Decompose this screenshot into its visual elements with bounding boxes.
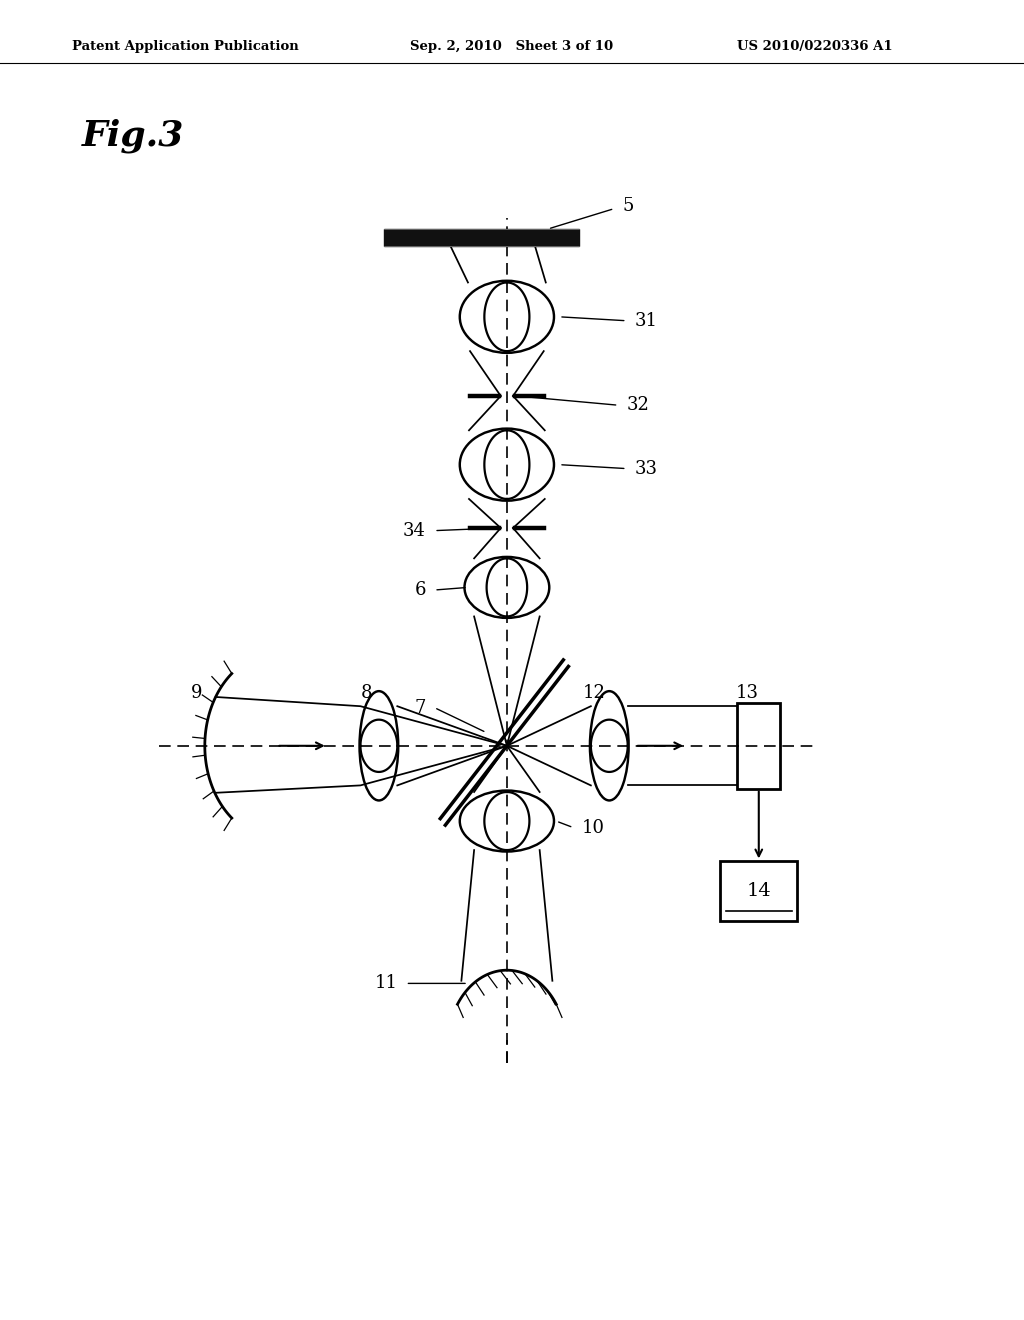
- Text: Patent Application Publication: Patent Application Publication: [72, 40, 298, 53]
- Text: 7: 7: [415, 698, 426, 717]
- Bar: [721, 862, 797, 921]
- Text: 14: 14: [746, 882, 771, 900]
- Text: 5: 5: [623, 197, 634, 215]
- Text: 34: 34: [403, 521, 426, 540]
- Text: Fig.3: Fig.3: [82, 119, 184, 153]
- Text: 32: 32: [627, 396, 649, 414]
- Bar: [384, 230, 579, 246]
- Bar: [737, 704, 780, 789]
- Text: 33: 33: [635, 459, 657, 478]
- Text: 10: 10: [582, 818, 604, 837]
- Text: 6: 6: [415, 581, 426, 599]
- Text: 12: 12: [583, 684, 605, 702]
- Text: 31: 31: [635, 312, 657, 330]
- Text: US 2010/0220336 A1: US 2010/0220336 A1: [737, 40, 893, 53]
- Text: 8: 8: [360, 684, 373, 702]
- Text: Sep. 2, 2010   Sheet 3 of 10: Sep. 2, 2010 Sheet 3 of 10: [410, 40, 612, 53]
- Text: 9: 9: [190, 684, 203, 702]
- Text: 13: 13: [736, 684, 759, 702]
- Text: 11: 11: [375, 974, 397, 993]
